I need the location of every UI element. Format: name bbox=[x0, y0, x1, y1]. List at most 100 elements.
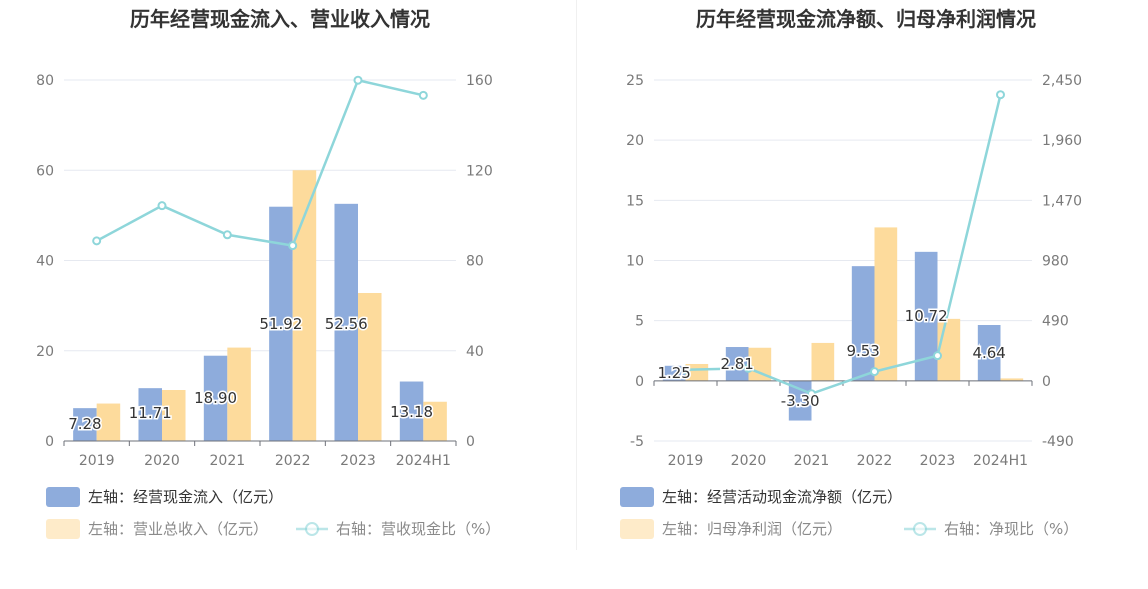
legend-label-line: 右轴：营收现金比（%） bbox=[336, 520, 500, 538]
bar-data-label: 52.56 bbox=[325, 315, 368, 333]
legend-label-primary-bar: 左轴：经营活动现金流净额（亿元） bbox=[662, 488, 902, 506]
left-axis-tick-label: 40 bbox=[36, 254, 54, 270]
right-axis-tick-label: 0 bbox=[466, 434, 475, 450]
ratio-point bbox=[681, 365, 690, 375]
chart-title: 历年经营现金流入、营业收入情况 bbox=[130, 7, 430, 31]
right-axis-tick-label: 980 bbox=[1042, 254, 1069, 270]
left-axis-tick-label: 80 bbox=[36, 73, 54, 89]
legend-swatch-secondary-bar bbox=[46, 519, 80, 539]
x-axis-tick-label: 2022 bbox=[275, 453, 311, 469]
chart-panel-net-cash-profit: 历年经营现金流净额、归母净利润情况 -5 0 5 10 15 20 25 -490 0 490 980… bbox=[574, 0, 1148, 589]
chart-net-cash-profit: 历年经营现金流净额、归母净利润情况 -5 0 5 10 15 20 25 -490 0 490 980… bbox=[620, 7, 1082, 539]
legend-swatch-primary-bar bbox=[46, 487, 80, 507]
bar-secondary bbox=[748, 347, 772, 381]
bar-data-label: -3.30 bbox=[781, 392, 820, 410]
bar-data-label: 4.64 bbox=[972, 344, 1005, 362]
ratio-point bbox=[157, 201, 167, 211]
bar-secondary bbox=[423, 401, 447, 441]
bar-primary bbox=[851, 266, 875, 381]
panel-divider bbox=[576, 0, 577, 550]
legend-label-primary-bar: 左轴：经营现金流入（亿元） bbox=[88, 488, 283, 506]
ratio-line bbox=[96, 78, 424, 248]
ratio-point bbox=[288, 241, 298, 251]
legend-label-secondary-bar: 左轴：归母净利润（亿元） bbox=[662, 520, 842, 538]
left-axis-tick-label: -5 bbox=[630, 434, 644, 450]
bar-primary bbox=[399, 381, 424, 441]
right-axis-tick-label: 80 bbox=[466, 254, 484, 270]
bar-secondary bbox=[358, 292, 382, 441]
bar-data-label: 7.28 bbox=[68, 415, 101, 433]
bar-primary bbox=[914, 251, 938, 381]
bar-data-label: 2.81 bbox=[720, 355, 753, 373]
bar-data-label: 1.25 bbox=[657, 364, 690, 382]
x-axis-tick-label: 2023 bbox=[920, 453, 956, 469]
left-axis-tick-label: 20 bbox=[36, 344, 54, 360]
x-axis-tick-label: 2023 bbox=[340, 453, 376, 469]
bar-secondary bbox=[162, 390, 186, 441]
ratio-point bbox=[744, 363, 753, 373]
x-axis-tick-label: 2021 bbox=[794, 453, 830, 469]
bar-primary bbox=[269, 206, 293, 441]
legend-label-line: 右轴：净现比（%） bbox=[944, 520, 1078, 538]
bar-primary bbox=[725, 347, 749, 381]
right-axis-tick-label: 1,960 bbox=[1042, 133, 1082, 149]
bar-secondary bbox=[292, 170, 317, 441]
left-axis-tick-label: 60 bbox=[36, 163, 54, 179]
bar-primary bbox=[334, 203, 358, 441]
legend-swatch-line-marker bbox=[305, 522, 319, 536]
bar-data-label: 18.90 bbox=[194, 389, 237, 407]
right-axis-tick-label: 40 bbox=[466, 344, 484, 360]
legend-swatch-secondary-bar bbox=[620, 519, 654, 539]
chart-title: 历年经营现金流净额、归母净利润情况 bbox=[696, 7, 1036, 31]
x-axis-tick-label: 2022 bbox=[857, 453, 893, 469]
bar-primary bbox=[977, 324, 1001, 381]
bar-data-label: 13.18 bbox=[390, 403, 433, 421]
left-axis-tick-label: 5 bbox=[635, 314, 644, 330]
bar-primary bbox=[662, 365, 686, 381]
bar-secondary bbox=[874, 227, 898, 381]
left-axis-tick-label: 0 bbox=[635, 374, 644, 390]
right-axis-tick-label: 2,450 bbox=[1042, 73, 1082, 89]
bar-secondary bbox=[937, 318, 961, 381]
ratio-point bbox=[933, 351, 942, 361]
bar-data-label: 51.92 bbox=[259, 315, 302, 333]
legend-label-secondary-bar: 左轴：营业总收入（亿元） bbox=[88, 520, 268, 538]
x-axis-tick-label: 2019 bbox=[79, 453, 115, 469]
bar-secondary bbox=[811, 342, 835, 381]
chart-panel-cash-inflow-revenue: 历年经营现金流入、营业收入情况 0 20 40 60 80 0 40 80 120 160 2019 2… bbox=[36, 7, 500, 539]
right-axis-tick-label: 0 bbox=[1042, 374, 1051, 390]
x-axis-tick-label: 2021 bbox=[210, 453, 246, 469]
bar-primary bbox=[73, 408, 97, 441]
bar-data-label: 10.72 bbox=[905, 307, 948, 325]
ratio-line bbox=[685, 94, 1002, 396]
ratio-point bbox=[92, 236, 102, 246]
right-axis-tick-label: 120 bbox=[466, 163, 493, 179]
ratio-point bbox=[353, 75, 363, 85]
x-axis-tick-label: 2020 bbox=[144, 453, 180, 469]
x-axis-tick-label: 2024H1 bbox=[396, 453, 451, 469]
x-axis-tick-label: 2020 bbox=[731, 453, 767, 469]
right-axis-tick-label: 160 bbox=[466, 73, 493, 89]
x-axis-tick-label: 2024H1 bbox=[973, 453, 1028, 469]
bar-data-label: 9.53 bbox=[846, 342, 879, 360]
ratio-point bbox=[870, 367, 879, 377]
ratio-point bbox=[996, 90, 1005, 100]
left-axis-tick-label: 10 bbox=[626, 254, 644, 270]
right-axis-tick-label: 490 bbox=[1042, 314, 1069, 330]
bar-secondary bbox=[96, 403, 121, 441]
ratio-point bbox=[222, 230, 232, 240]
left-axis-tick-label: 20 bbox=[626, 133, 644, 149]
left-axis-tick-label: 25 bbox=[626, 73, 644, 89]
bar-secondary bbox=[227, 347, 251, 441]
ratio-point bbox=[807, 389, 816, 399]
legend-swatch-primary-bar bbox=[620, 487, 654, 507]
bar-primary bbox=[138, 388, 162, 441]
bar-primary bbox=[203, 355, 228, 441]
left-axis-tick-label: 15 bbox=[626, 193, 644, 209]
ratio-point bbox=[418, 90, 428, 100]
right-axis-tick-label: 1,470 bbox=[1042, 193, 1082, 209]
chart-cash-inflow-revenue: 历年经营现金流入、营业收入情况 0 20 40 60 80 0 40 80 120 160 2019 2… bbox=[36, 7, 500, 539]
right-axis-tick-label: -490 bbox=[1042, 434, 1074, 450]
legend-swatch-line-marker bbox=[913, 522, 927, 536]
